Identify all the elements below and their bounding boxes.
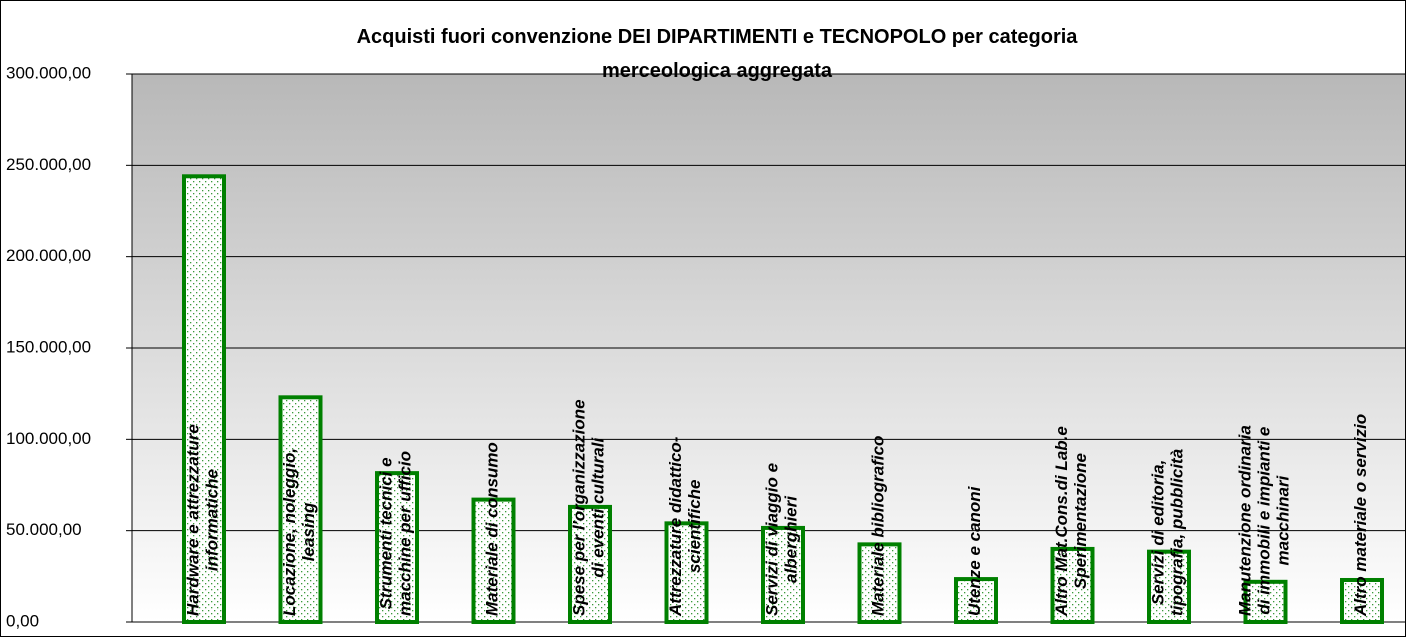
bar xyxy=(664,521,709,624)
bar xyxy=(761,525,805,625)
bar xyxy=(1147,549,1191,625)
y-tick-label: 0,00 xyxy=(6,611,39,630)
x-tick-label: Strumenti tecnici emacchine per ufficio xyxy=(377,451,415,616)
x-tick-label: Servizi di editoria,tipografia, pubblici… xyxy=(1149,449,1187,616)
x-tick-label: Materiale di consumo xyxy=(483,442,502,616)
bar xyxy=(1340,577,1384,625)
bar xyxy=(278,395,323,624)
y-tick-label: 150.000,00 xyxy=(6,337,91,356)
x-tick-label: Altro Mat.Cons.di Lab.eSperimentazione xyxy=(1052,426,1090,617)
bar xyxy=(568,504,612,625)
bar xyxy=(1243,579,1288,625)
y-tick-label: 100.000,00 xyxy=(6,429,91,448)
x-tick-label: Manutenzione ordinariadi immobili e impi… xyxy=(1236,425,1293,616)
bar xyxy=(1050,546,1095,625)
x-tick-label: Materiale bibliografico xyxy=(869,436,888,616)
x-tick-label: Spese per l'organizzazionedi eventi cult… xyxy=(570,399,608,616)
bar xyxy=(857,542,902,624)
x-tick-label: Hardware e attrezzatureinformatiche xyxy=(184,424,222,616)
y-tick-label: 200.000,00 xyxy=(6,246,91,265)
bar xyxy=(954,577,998,624)
x-tick-label: Utenze e canoni xyxy=(965,485,984,616)
bar xyxy=(471,497,516,625)
y-tick-label: 250.000,00 xyxy=(6,155,91,174)
y-tick-label: 50.000,00 xyxy=(6,520,82,539)
x-tick-label: Altro materiale o servizio xyxy=(1351,414,1370,617)
bar xyxy=(375,471,419,625)
x-tick-label: Locazione, noleggio,leasing xyxy=(280,448,318,616)
bar xyxy=(182,174,226,624)
x-tick-label: Attrezzature didattico-scientifiche xyxy=(666,436,704,617)
chart-title: Acquisti fuori convenzione DEI DIPARTIME… xyxy=(357,26,1079,82)
y-tick-label: 300.000,00 xyxy=(6,63,91,82)
x-tick-label: Servizi di viaggio ealberghieri xyxy=(763,463,801,616)
